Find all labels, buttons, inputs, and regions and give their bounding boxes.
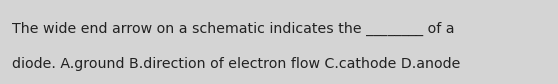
Text: diode. A.ground B.direction of electron flow C.cathode D.anode: diode. A.ground B.direction of electron …: [12, 57, 460, 71]
Text: The wide end arrow on a schematic indicates the ________ of a: The wide end arrow on a schematic indica…: [12, 22, 455, 36]
